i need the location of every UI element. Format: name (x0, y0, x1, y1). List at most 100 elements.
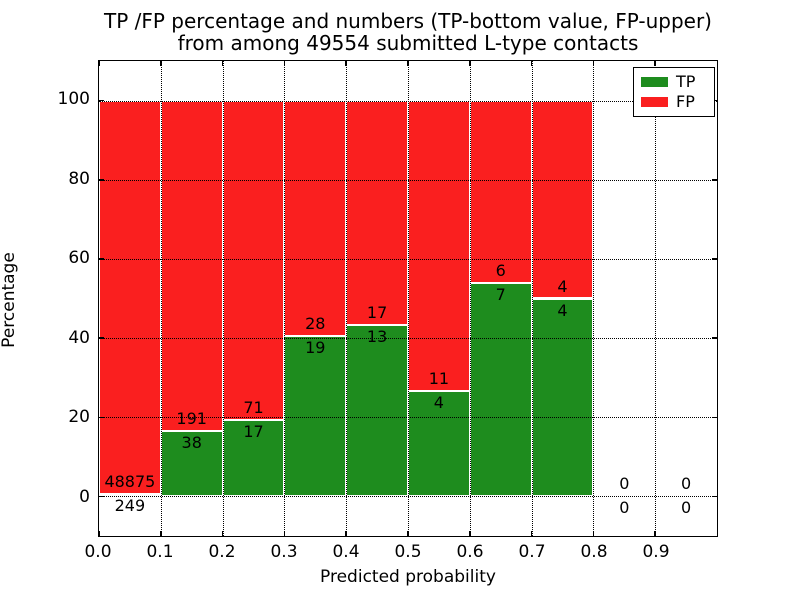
tp-bar (469, 283, 532, 497)
tp-bar (531, 298, 594, 497)
fp-bar (408, 100, 470, 391)
tp-bar (346, 324, 408, 497)
tick-mark (283, 61, 286, 66)
fp-count-label: 71 (243, 397, 264, 417)
x-tick-label: 0.0 (84, 542, 112, 562)
fp-count-label: 48875 (104, 472, 156, 492)
tick-mark (221, 61, 224, 66)
tp-count-label: 249 (114, 496, 146, 516)
legend-item-fp: FP (641, 93, 707, 111)
legend-label-fp: FP (676, 92, 695, 111)
fp-count-label: 191 (176, 408, 207, 428)
gridline-vertical (531, 61, 533, 536)
legend: TP FP (633, 67, 715, 117)
fp-bar (284, 100, 347, 337)
tp-count-label: 0 (680, 498, 692, 518)
x-tick-label: 0.6 (456, 542, 484, 562)
tick-mark (469, 61, 471, 66)
y-tick-label: 60 (68, 248, 90, 269)
fp-count-label: 11 (428, 368, 450, 388)
fp-count-label: 6 (495, 261, 506, 281)
fp-count-label: 28 (305, 314, 326, 334)
tp-count-label: 0 (619, 498, 630, 518)
gridline-vertical (593, 61, 595, 536)
tick-mark (221, 531, 224, 536)
fp-bar (346, 100, 408, 325)
tick-mark (99, 99, 104, 102)
tick-mark (283, 531, 286, 536)
y-axis-label: Percentage (0, 252, 19, 348)
tp-count-label: 4 (433, 392, 444, 412)
gridline-vertical (408, 61, 409, 536)
fp-bar (99, 100, 161, 495)
tick-mark (99, 337, 104, 339)
legend-swatch-tp (641, 77, 668, 87)
plot-area: TP FP 48875 249 191 38 71 17 28 19 17 13 11 4 6 7 4 4 0 0… (98, 60, 718, 537)
x-tick-label: 0.8 (580, 542, 608, 562)
tp-count-label: 17 (243, 421, 264, 441)
gridline-vertical (160, 61, 162, 536)
tick-mark (99, 416, 104, 418)
legend-label-tp: TP (676, 72, 696, 91)
tick-mark (99, 495, 104, 498)
tp-count-label: 19 (305, 338, 326, 358)
x-axis-label: Predicted probability (320, 567, 496, 587)
chart-title-line2: from among 49554 submitted L-type contac… (177, 30, 639, 55)
y-tick-label: 100 (57, 89, 90, 110)
tick-mark (654, 531, 656, 536)
x-tick-label: 0.5 (394, 542, 422, 562)
fp-count-label: 0 (680, 474, 692, 494)
fp-bar (222, 100, 285, 420)
tp-count-label: 7 (495, 285, 506, 305)
legend-swatch-fp (641, 97, 668, 107)
chart-title: TP /FP percentage and numbers (TP-bottom… (98, 9, 718, 55)
tp-count-label: 38 (181, 432, 202, 452)
tick-mark (530, 61, 533, 66)
gridline-vertical (284, 61, 286, 536)
x-tick-label: 0.3 (270, 542, 298, 562)
chart-title-line1: TP /FP percentage and numbers (TP-bottom… (104, 9, 712, 33)
legend-item-tp: TP (641, 73, 707, 91)
tp-count-label: 4 (557, 300, 568, 320)
tick-mark (407, 61, 409, 66)
fp-bar (160, 100, 223, 431)
x-tick-label: 0.7 (518, 542, 546, 562)
tick-mark (99, 179, 104, 181)
tp-count-label: 13 (366, 326, 388, 346)
tick-mark (712, 495, 717, 498)
tick-mark (712, 337, 717, 339)
y-tick-label: 80 (68, 168, 90, 189)
tick-mark (345, 61, 347, 66)
fp-count-label: 17 (366, 302, 388, 322)
tick-mark (98, 531, 100, 536)
tp-bar (160, 430, 223, 497)
tick-mark (98, 61, 100, 66)
x-tick-label: 0.4 (332, 542, 360, 562)
tick-mark (345, 531, 347, 536)
fp-count-label: 0 (619, 474, 630, 494)
y-tick-label: 40 (68, 327, 90, 348)
y-tick-label: 20 (68, 407, 90, 428)
gridline-vertical (469, 61, 471, 536)
tick-mark (160, 61, 162, 66)
fp-count-label: 4 (557, 276, 568, 296)
tick-mark (469, 531, 471, 536)
x-tick-label: 0.9 (642, 542, 670, 562)
tp-bar (284, 336, 347, 497)
tick-mark (712, 179, 717, 181)
tp-bar (99, 494, 161, 497)
tick-mark (592, 61, 595, 66)
fp-bar (469, 100, 532, 284)
tick-mark (592, 531, 595, 536)
tick-mark (530, 531, 533, 536)
tp-bar (408, 390, 470, 497)
gridline-vertical (222, 61, 224, 536)
tick-mark (160, 531, 162, 536)
x-tick-label: 0.2 (208, 542, 236, 562)
tick-mark (99, 258, 104, 260)
x-tick-label: 0.1 (146, 542, 174, 562)
gridline-vertical (346, 61, 348, 536)
tick-mark (654, 61, 656, 66)
tick-mark (712, 258, 717, 260)
